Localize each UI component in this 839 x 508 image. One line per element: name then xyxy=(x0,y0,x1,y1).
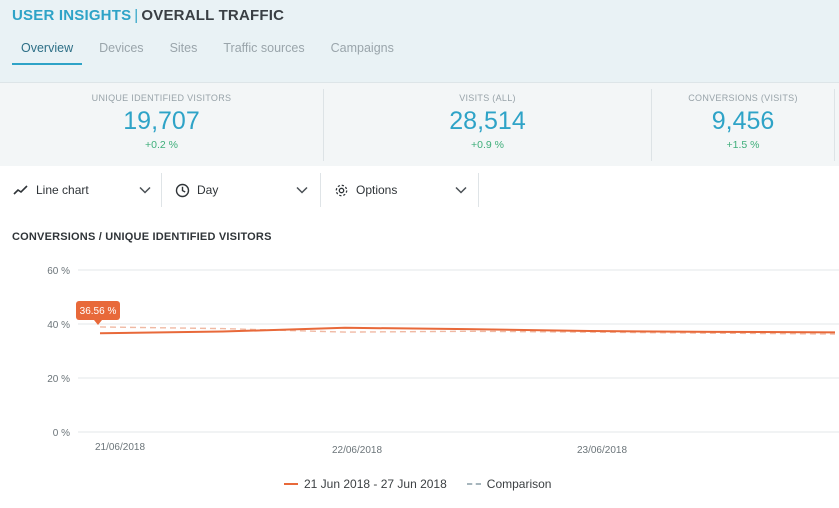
legend-swatch-dashed xyxy=(466,483,481,485)
tab-sites[interactable]: Sites xyxy=(169,41,198,55)
legend-item-comparison[interactable]: Comparison xyxy=(466,477,552,491)
toolbar-divider xyxy=(478,173,479,207)
tab-bar: Overview Devices Sites Traffic sources C… xyxy=(12,38,420,68)
kpi-unique-visitors[interactable]: UNIQUE IDENTIFIED VISITORS 19,707 +0.2 % xyxy=(0,83,323,167)
kpi-value: 28,514 xyxy=(449,107,526,135)
y-tick-label: 40 % xyxy=(47,320,70,331)
chart-type-dropdown[interactable]: Line chart xyxy=(12,173,162,207)
x-tick-label: 22/06/2018 xyxy=(332,445,382,456)
interval-dropdown[interactable]: Day xyxy=(173,173,319,207)
kpi-conversions[interactable]: CONVERSIONS (VISITS) 9,456 +1.5 % xyxy=(652,83,834,167)
title-section: USER INSIGHTS xyxy=(12,7,132,24)
kpi-divider xyxy=(651,89,652,161)
page-header: USER INSIGHTS | OVERALL TRAFFIC Overview D… xyxy=(0,0,839,82)
kpi-label: VISITS (ALL) xyxy=(459,93,516,103)
tooltip-value: 36.56 % xyxy=(80,306,117,317)
kpi-change: +0.9 % xyxy=(471,139,504,151)
options-dropdown[interactable]: Options xyxy=(332,173,478,207)
tab-devices[interactable]: Devices xyxy=(99,41,144,55)
kpi-label: CONVERSIONS (VISITS) xyxy=(688,93,798,103)
line-chart: 60 % 40 % 20 % 0 % 21/06/2018 22/06/2018 23/06… xyxy=(47,266,839,456)
kpi-change: +1.5 % xyxy=(726,139,760,151)
chart-title: CONVERSIONS / UNIQUE IDENTIFIED VISITORS xyxy=(12,231,272,243)
chart-toolbar: Line chart Day Options xyxy=(0,173,480,207)
kpi-visits[interactable]: VISITS (ALL) 28,514 +0.9 % xyxy=(324,83,651,167)
legend-swatch-solid xyxy=(284,483,298,485)
interval-label: Day xyxy=(197,183,219,197)
tooltip-pointer xyxy=(94,320,102,325)
tab-overview[interactable]: Overview xyxy=(12,38,83,65)
clock-icon xyxy=(173,183,191,198)
chevron-down-icon xyxy=(454,183,468,200)
title-separator: | xyxy=(134,7,139,24)
y-tick-label: 20 % xyxy=(47,374,70,385)
series-line-main xyxy=(99,326,836,335)
gear-icon xyxy=(332,183,350,198)
y-tick-label: 0 % xyxy=(53,428,70,439)
line-chart-icon xyxy=(12,184,30,196)
tooltip-badge xyxy=(76,301,120,320)
legend-label: Comparison xyxy=(486,477,552,491)
page-title: USER INSIGHTS | OVERALL TRAFFIC xyxy=(12,7,284,24)
legend-item-main[interactable]: 21 Jun 2018 - 27 Jun 2018 xyxy=(284,477,447,491)
chart-legend: 21 Jun 2018 - 27 Jun 2018 Comparison xyxy=(284,477,571,491)
tab-traffic-sources[interactable]: Traffic sources xyxy=(223,41,305,55)
chevron-down-icon xyxy=(295,183,309,200)
toolbar-divider xyxy=(320,173,321,207)
kpi-change: +0.2 % xyxy=(145,139,178,151)
toolbar-divider xyxy=(161,173,162,207)
tab-campaigns[interactable]: Campaigns xyxy=(330,41,394,55)
options-label: Options xyxy=(356,183,398,197)
legend-label: 21 Jun 2018 - 27 Jun 2018 xyxy=(304,477,447,491)
kpi-value: 19,707 xyxy=(123,107,200,135)
series-line-comparison xyxy=(99,326,836,335)
y-tick-label: 60 % xyxy=(47,266,70,277)
kpi-value: 9,456 xyxy=(711,107,775,135)
x-tick-label: 21/06/2018 xyxy=(95,442,145,453)
chevron-down-icon xyxy=(138,183,152,200)
kpi-divider xyxy=(834,89,835,161)
kpi-strip: UNIQUE IDENTIFIED VISITORS 19,707 +0.2 %… xyxy=(0,82,839,166)
kpi-label: UNIQUE IDENTIFIED VISITORS xyxy=(91,93,232,103)
chart-type-label: Line chart xyxy=(36,183,89,197)
x-tick-label: 23/06/2018 xyxy=(577,445,627,456)
kpi-divider xyxy=(323,89,324,161)
title-page: OVERALL TRAFFIC xyxy=(141,7,285,24)
